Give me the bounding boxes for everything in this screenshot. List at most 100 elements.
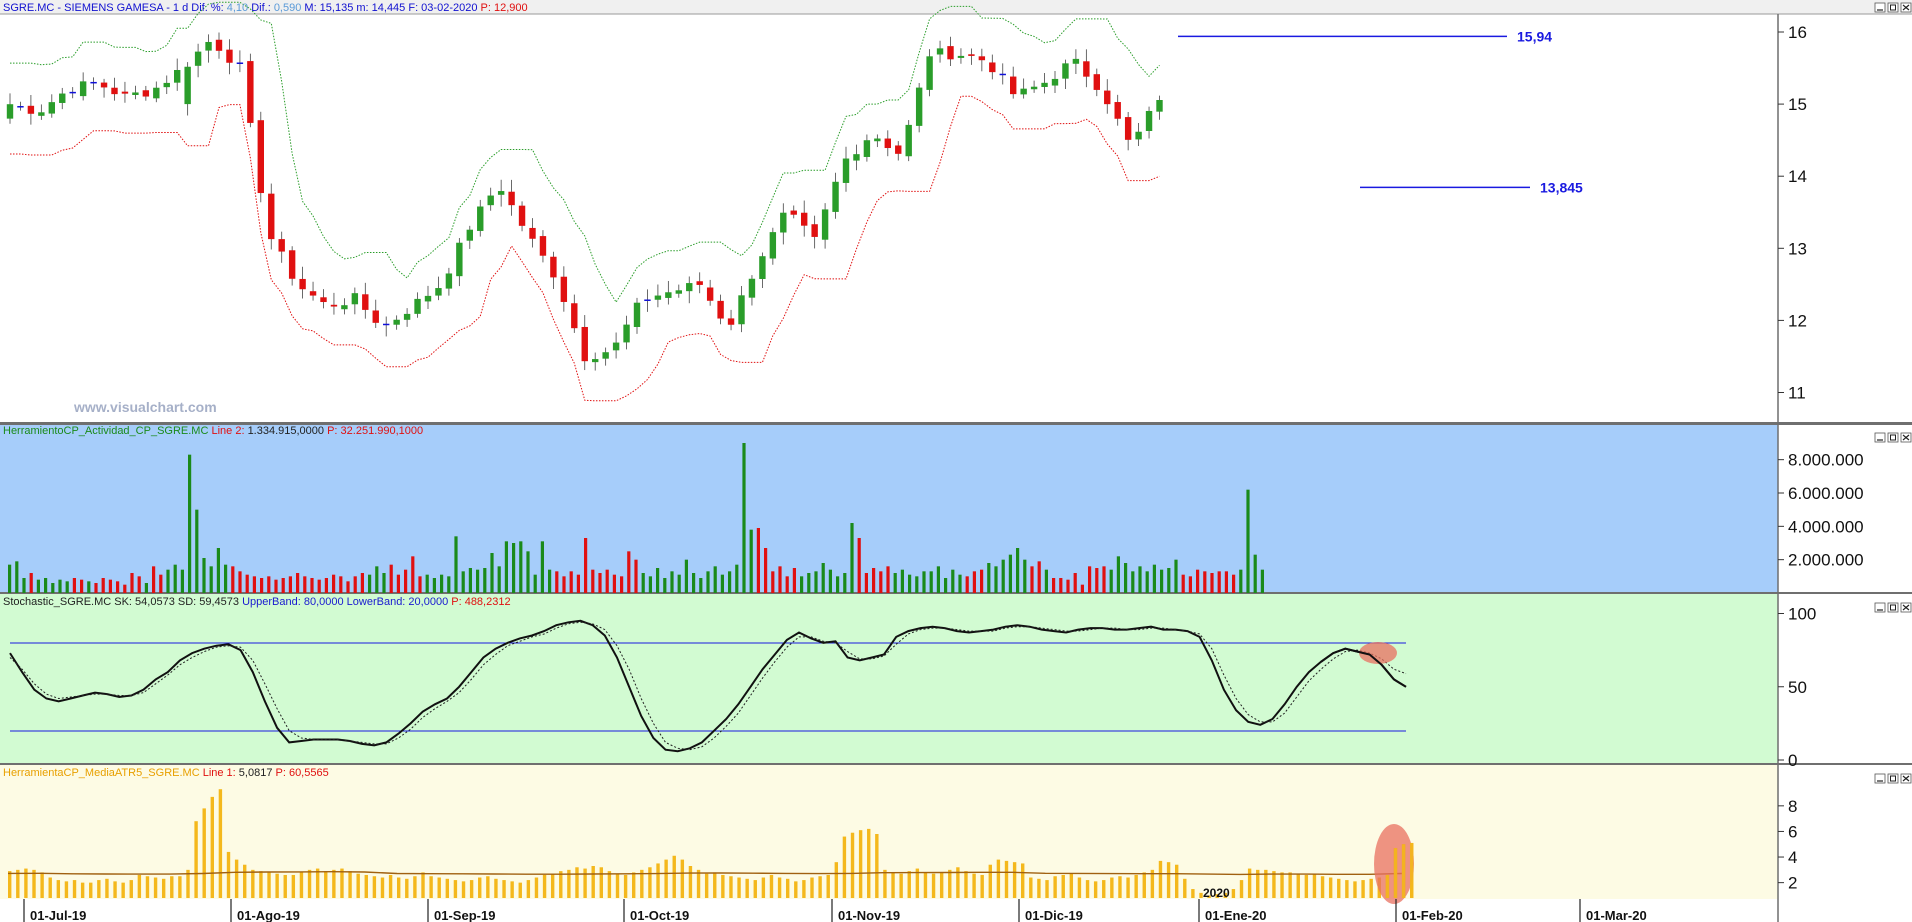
atr-bar	[745, 878, 749, 898]
atr-bar	[48, 877, 52, 898]
volume-bar	[742, 443, 746, 593]
candle	[748, 275, 756, 306]
atr-bar	[405, 878, 409, 898]
candle	[874, 134, 881, 148]
window-minimize-button[interactable]	[1874, 602, 1886, 613]
window-close-button[interactable]	[1900, 773, 1912, 784]
volume-bar	[476, 569, 480, 593]
volume-bar	[1160, 569, 1164, 593]
candle	[895, 141, 902, 161]
atr-bar	[615, 873, 620, 898]
volume-bar	[15, 561, 19, 593]
atr-bar	[153, 877, 158, 898]
watermark: www.visualchart.com	[73, 399, 217, 415]
volume-bar	[677, 574, 681, 593]
atr-bar	[591, 866, 595, 898]
volume-bar	[879, 571, 883, 593]
price-tick-label: 16	[1788, 23, 1807, 42]
volume-bar	[260, 578, 264, 593]
candle	[550, 251, 557, 289]
atr-bar	[948, 869, 952, 898]
atr-bar	[113, 881, 117, 898]
atr-bar	[1345, 880, 1349, 898]
window-restore-button[interactable]	[1887, 602, 1899, 613]
candle	[205, 34, 212, 63]
volume-bar	[886, 566, 890, 593]
window-restore-button[interactable]	[1887, 773, 1899, 784]
price-header-bar	[0, 0, 1912, 14]
x-tick-label: 01-Jul-19	[30, 908, 86, 922]
atr-bar	[1361, 880, 1365, 898]
candle	[288, 246, 296, 286]
atr-bar	[1150, 869, 1155, 898]
volume-bar	[548, 569, 552, 593]
candle	[69, 87, 76, 99]
volume-bar	[771, 571, 775, 593]
candle	[174, 58, 181, 91]
atr-bar	[607, 871, 612, 898]
window-close-button[interactable]	[1900, 432, 1912, 443]
volume-bar	[735, 564, 739, 593]
window-restore-button[interactable]	[1887, 2, 1899, 13]
atr-bar	[713, 872, 717, 898]
atr-bar	[1247, 868, 1252, 898]
volume-bar	[375, 566, 379, 593]
candle	[194, 43, 202, 78]
volume-bar	[1037, 561, 1041, 593]
price-tick-label: 12	[1788, 311, 1807, 330]
volume-bar	[1088, 566, 1092, 593]
candle	[163, 75, 170, 95]
volume-bar	[908, 574, 912, 593]
candle	[215, 32, 223, 59]
atr-bar	[1118, 876, 1122, 898]
candle	[989, 54, 996, 80]
volume-bar	[1138, 566, 1142, 593]
atr-bar	[1256, 869, 1260, 898]
candle	[957, 48, 965, 64]
candle	[508, 179, 515, 216]
volume-bar	[1095, 568, 1099, 593]
atr-bar	[1134, 874, 1138, 898]
atr-bar	[307, 869, 312, 898]
window-close-button[interactable]	[1900, 2, 1912, 13]
volume-bar	[144, 583, 148, 593]
candle	[497, 179, 505, 207]
candle	[1093, 68, 1100, 97]
candle	[863, 134, 871, 162]
atr-bar	[656, 863, 660, 898]
volume-bar	[497, 566, 501, 593]
window-minimize-button[interactable]	[1874, 432, 1886, 443]
atr-bar	[777, 877, 782, 898]
stoch-panel-bg	[0, 594, 1778, 764]
window-minimize-button[interactable]	[1874, 2, 1886, 13]
atr-bar	[1199, 892, 1203, 898]
x-tick-label: 01-Feb-20	[1402, 908, 1463, 922]
candle	[999, 63, 1006, 85]
atr-bar	[956, 867, 960, 898]
atr-bar	[283, 874, 287, 898]
candle	[529, 218, 536, 248]
candle	[90, 77, 97, 90]
candle	[466, 225, 473, 249]
atr-bar	[559, 871, 563, 898]
window-restore-button[interactable]	[1887, 432, 1899, 443]
volume-bar	[1030, 566, 1034, 593]
atr-bar	[1021, 863, 1025, 898]
volume-bar	[1116, 556, 1120, 593]
candle	[1083, 49, 1090, 88]
window-minimize-button[interactable]	[1874, 773, 1886, 784]
volume-bar	[238, 571, 242, 593]
volume-bar	[713, 566, 717, 593]
candle	[341, 298, 348, 315]
window-close-button[interactable]	[1900, 602, 1912, 613]
candle	[1062, 59, 1069, 90]
candle	[832, 172, 839, 219]
x-tick-label: 01-Sep-19	[434, 908, 495, 922]
atr-bar	[688, 866, 693, 898]
price-tick-label: 14	[1788, 167, 1807, 186]
candle	[424, 285, 432, 309]
atr-bar	[1037, 878, 1041, 898]
atr-bar	[510, 881, 514, 898]
atr-tick-label: 8	[1788, 797, 1797, 816]
